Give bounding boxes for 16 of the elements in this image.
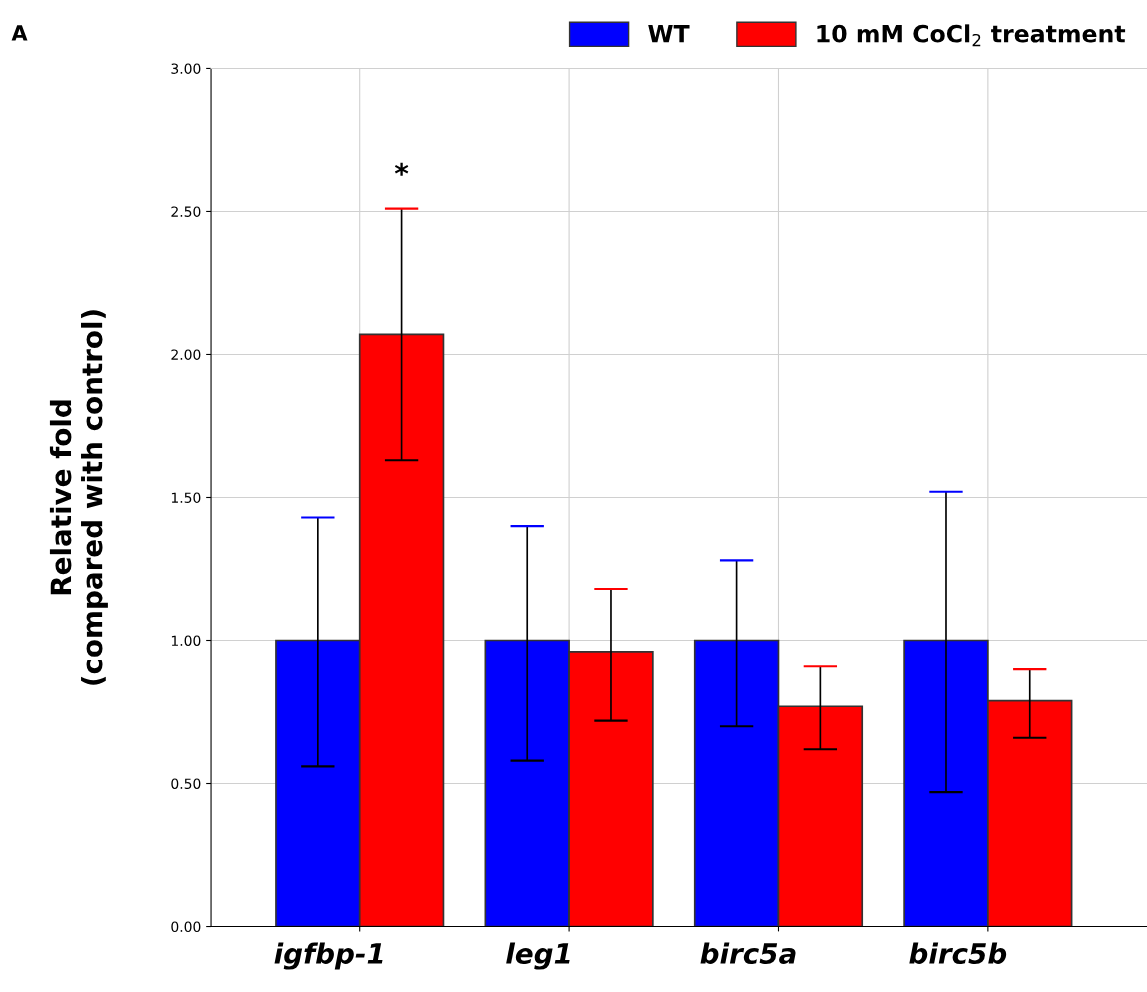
y-tick-label: 1.50 (171, 492, 201, 503)
y-tick-label: 3.00 (171, 63, 201, 74)
y-tick-label: 1.00 (171, 635, 201, 646)
annotation: * (394, 162, 409, 176)
y-tick-label: 0.50 (171, 778, 201, 789)
y-tick-label: 2.50 (171, 206, 201, 217)
y-tick-label: 2.00 (171, 349, 201, 360)
y-tick-label: 0.00 (171, 921, 201, 932)
x-tick-label: leg1 (506, 942, 570, 970)
x-tick-label: birc5a (700, 942, 796, 964)
legend-label: 10 mM CoCl$_{2}$ treatment (817, 24, 1126, 47)
x-tick-label: igfbp-1 (274, 942, 383, 970)
y-axis-title: Relative fold (compared with control) (49, 310, 108, 685)
legend-label: WT (648, 25, 690, 43)
x-tick-label: birc5b (909, 942, 1007, 964)
text: A (11, 25, 28, 41)
